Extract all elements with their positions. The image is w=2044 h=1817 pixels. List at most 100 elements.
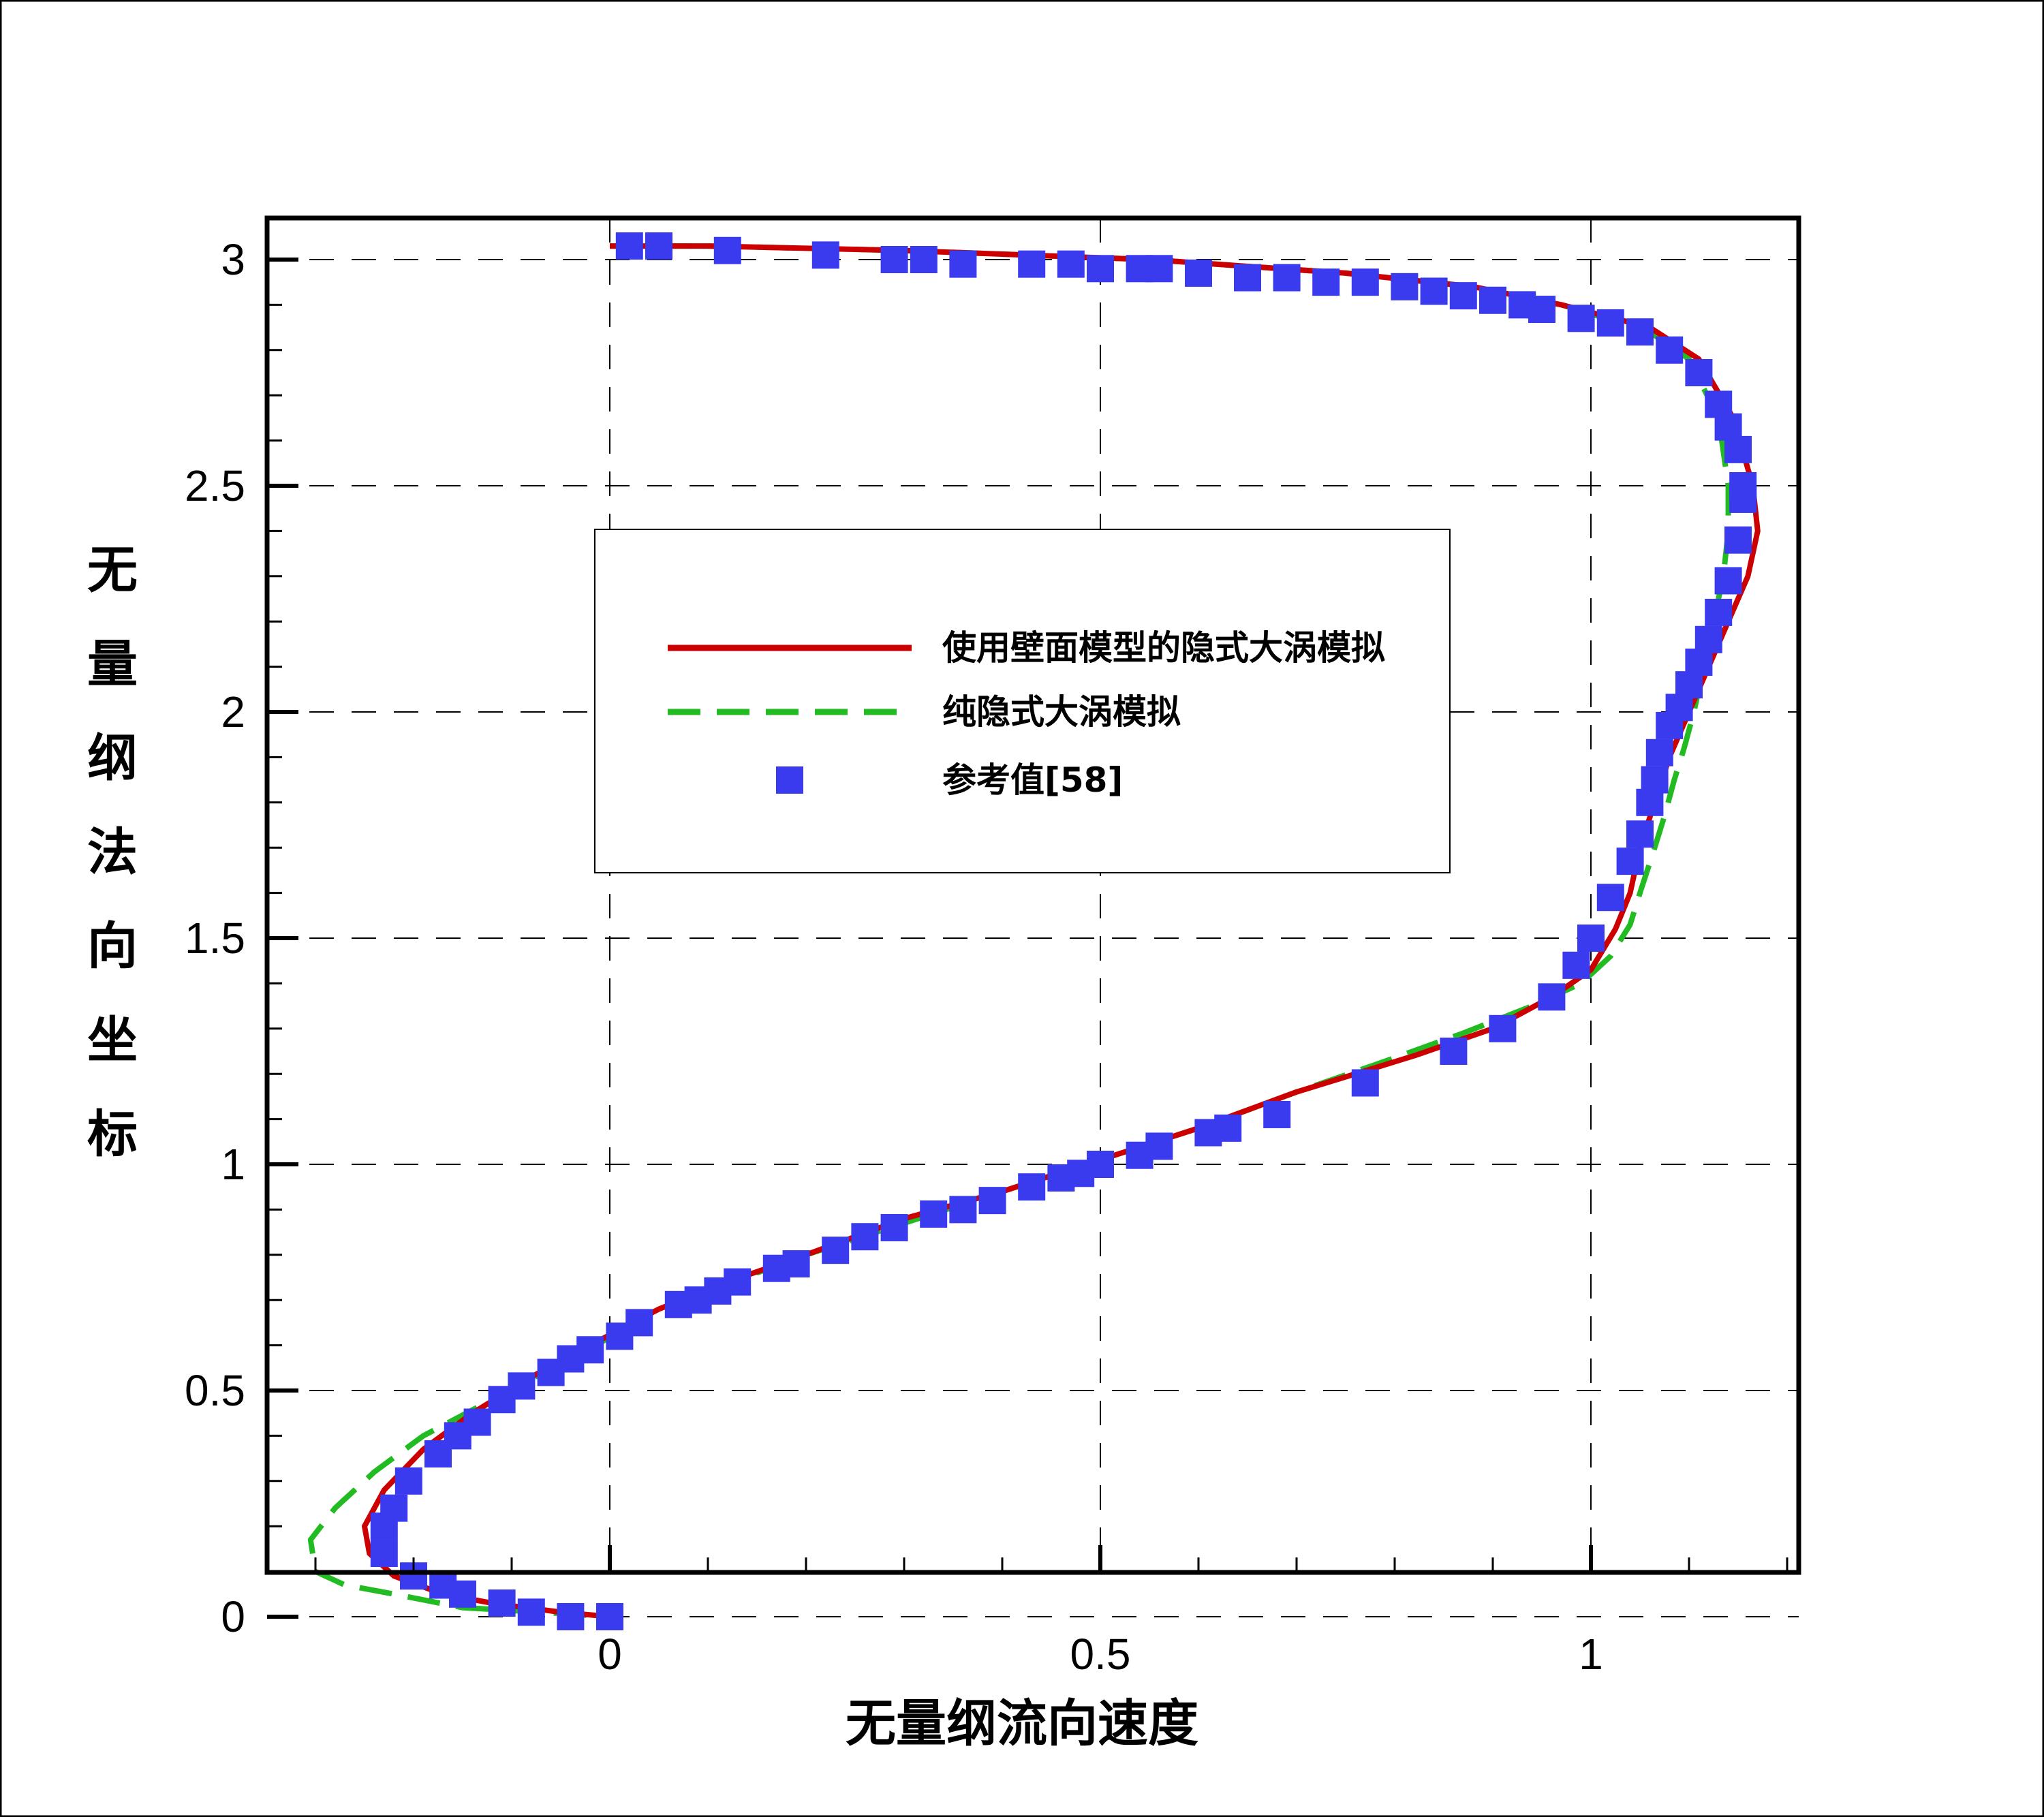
reference-point — [920, 1200, 948, 1228]
reference-point — [1656, 711, 1684, 739]
reference-point — [949, 1196, 977, 1224]
reference-point — [1234, 264, 1261, 292]
reference-point — [910, 246, 938, 273]
reference-point — [537, 1358, 565, 1386]
legend-label-pure-iles: 纯隐式大涡模拟 — [942, 692, 1181, 732]
reference-point — [1729, 485, 1757, 513]
reference-point — [1391, 273, 1419, 300]
reference-point — [1126, 1141, 1153, 1169]
reference-point — [1567, 305, 1595, 332]
reference-point — [1724, 526, 1752, 554]
reference-point — [1645, 739, 1673, 766]
reference-point — [1449, 282, 1477, 310]
legend-label-wall-model: 使用壁面模型的隐式大涡模拟 — [942, 628, 1385, 668]
reference-point — [1705, 598, 1733, 626]
series-layer — [307, 232, 1761, 1630]
axis-ticks — [267, 258, 1788, 1619]
reference-point — [762, 1254, 790, 1282]
reference-point — [1351, 268, 1379, 296]
x-tick-label: 0 — [598, 1630, 622, 1679]
reference-point — [1312, 268, 1340, 296]
reference-point — [1263, 1100, 1291, 1128]
y-axis-title-char: 量 — [87, 635, 138, 694]
y-axis-title-char: 向 — [87, 917, 138, 976]
reference-point — [1562, 951, 1590, 979]
y-axis-title-char: 纲 — [87, 729, 138, 788]
reference-point — [557, 1603, 585, 1630]
y-tick-label: 3 — [221, 235, 245, 284]
reference-point — [1685, 359, 1713, 386]
y-tick-label: 2.5 — [185, 461, 245, 510]
reference-point — [1616, 848, 1644, 875]
y-axis-title-char: 法 — [87, 823, 138, 882]
legend: 使用壁面模型的隐式大涡模拟 纯隐式大涡模拟 参考值[58] — [594, 529, 1451, 873]
reference-point — [949, 250, 977, 278]
plot-frame — [264, 215, 1801, 1575]
x-axis-title: 无量纲流向速度 — [846, 1694, 1198, 1753]
reference-point — [370, 1540, 398, 1568]
y-tick-label: 1 — [221, 1140, 245, 1189]
reference-point — [424, 1440, 452, 1467]
reference-point — [1489, 1014, 1517, 1042]
reference-point — [1420, 277, 1448, 305]
reference-point — [394, 1467, 422, 1495]
reference-point — [1538, 983, 1566, 1011]
y-axis-title-char: 标 — [87, 1105, 138, 1164]
reference-point — [664, 1290, 692, 1318]
reference-point — [1626, 820, 1654, 848]
y-axis-title-char: 无 — [87, 541, 138, 600]
reference-point — [1636, 788, 1664, 816]
reference-point — [1626, 318, 1654, 346]
reference-point — [606, 1322, 634, 1350]
reference-point — [1057, 250, 1085, 278]
reference-point — [1724, 435, 1752, 463]
reference-point — [488, 1386, 516, 1414]
reference-point — [517, 1598, 545, 1626]
y-axis-title-char: 坐 — [87, 1011, 138, 1070]
reference-point — [449, 1580, 476, 1608]
reference-point — [1185, 259, 1212, 287]
reference-markers — [370, 232, 1757, 1630]
reference-point — [1273, 264, 1301, 292]
reference-point — [713, 236, 741, 264]
legend-label-reference: 参考值[58] — [942, 760, 1123, 800]
legend-swatch-reference — [776, 766, 803, 794]
reference-point — [1577, 925, 1605, 952]
legend-box — [594, 529, 1451, 873]
y-tick-label: 2 — [221, 687, 245, 736]
reference-point — [596, 1603, 623, 1630]
y-tick-label: 0.5 — [185, 1366, 245, 1415]
reference-point — [1656, 336, 1684, 364]
reference-point — [1351, 1069, 1379, 1097]
y-tick-label: 1.5 — [185, 914, 245, 963]
reference-point — [488, 1589, 516, 1617]
x-tick-label: 0.5 — [1070, 1630, 1131, 1679]
reference-point — [1596, 884, 1624, 912]
reference-point — [880, 1213, 908, 1241]
reference-point — [1479, 286, 1506, 314]
reference-point — [1087, 255, 1114, 283]
reference-point — [370, 1512, 398, 1540]
reference-point — [615, 232, 643, 260]
x-tick-label: 1 — [1579, 1630, 1603, 1679]
y-tick-label: 0 — [221, 1592, 245, 1641]
reference-point — [851, 1223, 879, 1251]
reference-point — [1596, 309, 1624, 337]
reference-point — [1194, 1119, 1222, 1147]
reference-point — [880, 246, 908, 273]
reference-point — [1018, 1173, 1046, 1201]
reference-point — [1528, 296, 1555, 324]
reference-point — [645, 232, 672, 260]
tick-labels: 0 0.5 1 0 0.5 1 1.5 2 2.5 3 — [185, 235, 1603, 1679]
reference-point — [1047, 1164, 1075, 1192]
reference-point — [978, 1187, 1006, 1215]
reference-point — [1145, 255, 1173, 283]
reference-point — [1440, 1038, 1468, 1065]
reference-point — [1018, 250, 1046, 278]
reference-point — [1714, 567, 1742, 595]
reference-point — [822, 1237, 850, 1264]
reference-point — [811, 241, 839, 269]
